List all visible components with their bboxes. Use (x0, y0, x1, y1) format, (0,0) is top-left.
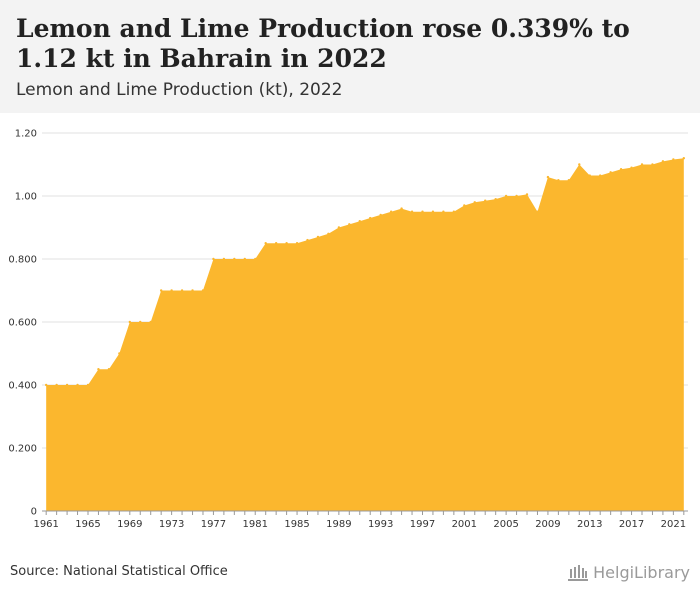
data-point (494, 197, 497, 201)
data-point (473, 201, 476, 204)
data-point (107, 368, 111, 371)
data-point (201, 289, 205, 292)
x-tick-label: 1973 (159, 519, 184, 530)
data-point (484, 199, 487, 202)
data-point (400, 207, 403, 210)
data-point (515, 194, 518, 198)
data-point (285, 242, 288, 245)
data-point (222, 257, 226, 261)
data-point (348, 223, 351, 226)
data-point (557, 179, 560, 182)
data-point (369, 216, 372, 220)
data-point (254, 257, 257, 261)
data-point (191, 289, 194, 292)
data-point (327, 232, 330, 235)
data-point (672, 158, 675, 161)
data-point (295, 242, 299, 245)
library-building-icon (568, 565, 589, 581)
data-point (316, 235, 320, 239)
x-tick-label: 2017 (619, 519, 644, 530)
data-point (525, 193, 529, 196)
data-point (431, 210, 435, 213)
x-tick-label: 1961 (33, 519, 58, 530)
x-tick-label: 1985 (284, 519, 309, 530)
x-tick-label: 1965 (75, 519, 100, 530)
x-tick-label: 1981 (243, 519, 268, 530)
source-note: Source: National Statistical Office (10, 564, 228, 579)
data-point (97, 368, 100, 371)
x-tick-label: 1977 (201, 519, 226, 530)
data-point (651, 163, 654, 166)
y-tick-label: 0.200 (8, 444, 37, 455)
data-point (149, 320, 152, 324)
data-point (410, 210, 414, 213)
x-tick-label: 2021 (661, 519, 686, 530)
header: Lemon and Lime Production rose 0.339% to… (0, 0, 700, 113)
data-point (337, 226, 341, 229)
data-point (139, 320, 142, 324)
x-tick-label: 2013 (577, 519, 602, 530)
data-point (243, 257, 246, 261)
data-point (504, 194, 508, 198)
data-point (55, 383, 58, 387)
data-point (76, 383, 79, 387)
y-tick-label: 1.20 (15, 129, 37, 140)
data-point (630, 166, 633, 169)
x-tick-label: 2009 (535, 519, 560, 530)
data-point (578, 163, 581, 166)
data-point (609, 171, 612, 174)
data-point (598, 174, 602, 177)
data-point (212, 257, 215, 261)
data-point (463, 204, 466, 207)
data-point (619, 168, 623, 171)
data-point (546, 175, 550, 179)
x-tick-label: 1993 (368, 519, 393, 530)
x-tick-label: 1969 (117, 519, 142, 530)
y-tick-label: 0 (31, 507, 37, 518)
y-tick-label: 1.00 (15, 192, 37, 203)
brand-name: HelgiLibrary (593, 562, 690, 582)
data-point (233, 257, 236, 261)
y-tick-label: 0.800 (8, 255, 37, 266)
data-point (358, 220, 361, 223)
y-tick-label: 0.600 (8, 318, 37, 329)
data-point (128, 320, 132, 324)
x-tick-label: 1989 (326, 519, 351, 530)
data-point (306, 238, 309, 242)
data-point (389, 210, 393, 213)
data-point (65, 383, 69, 387)
data-point (421, 210, 424, 213)
data-point (159, 289, 163, 292)
brand-logo[interactable]: HelgiLibrary (567, 561, 690, 583)
data-point (86, 383, 90, 387)
data-point (588, 174, 591, 177)
area-chart: 0 0.200 0.400 0.600 0.800 1.00 1.20 1961 1965 196… (8, 129, 688, 530)
x-tick-label: 2001 (452, 519, 477, 530)
data-point (661, 160, 665, 163)
data-point (264, 242, 267, 245)
data-point (118, 352, 121, 355)
chart-title: Lemon and Lime Production rose 0.339% to… (16, 14, 630, 73)
data-point (180, 289, 184, 292)
data-point (379, 213, 382, 217)
data-point (44, 383, 48, 387)
chart-subtitle: Lemon and Lime Production (kt), 2022 (16, 80, 343, 100)
data-point (536, 210, 539, 213)
data-point (682, 157, 686, 160)
data-point (452, 210, 456, 213)
x-tick-label: 2005 (493, 519, 518, 530)
y-tick-label: 0.400 (8, 381, 37, 392)
x-tick-label: 1997 (410, 519, 435, 530)
data-point (442, 210, 445, 213)
data-point (274, 242, 278, 245)
area-series (46, 158, 684, 511)
chart-area: 0 0.200 0.400 0.600 0.800 1.00 1.20 1961 1965 196… (0, 113, 700, 543)
data-point (170, 289, 173, 292)
data-point (567, 179, 571, 182)
data-point (640, 163, 644, 166)
